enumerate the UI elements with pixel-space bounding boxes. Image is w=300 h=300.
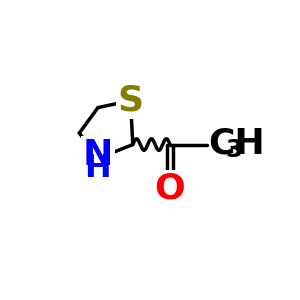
Text: CH: CH xyxy=(208,126,265,160)
Text: N: N xyxy=(83,138,113,172)
Text: S: S xyxy=(117,84,144,118)
Text: 3: 3 xyxy=(226,138,243,162)
Text: H: H xyxy=(85,153,111,184)
Text: O: O xyxy=(155,172,185,206)
